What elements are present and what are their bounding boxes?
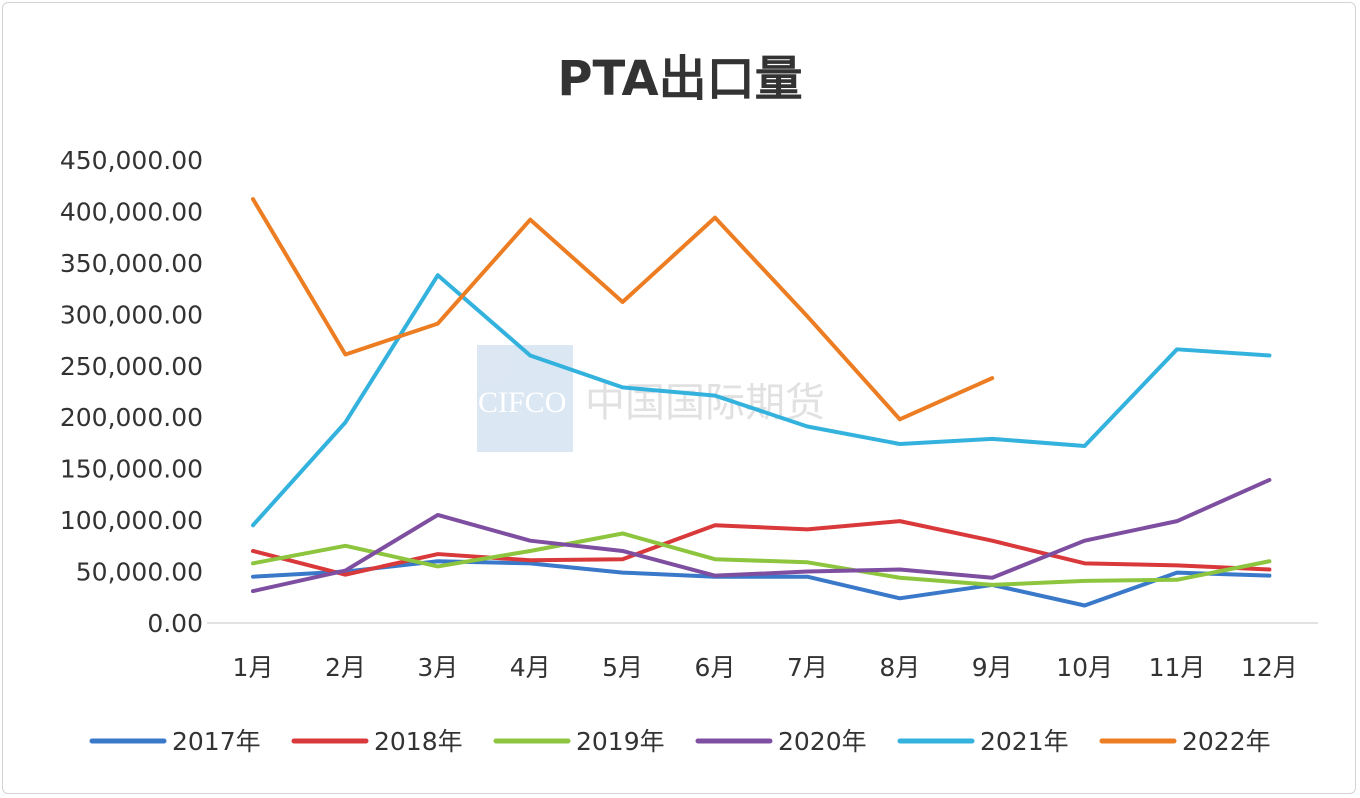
legend-item: 2022年 xyxy=(1099,727,1271,756)
legend-item: 2020年 xyxy=(695,727,867,756)
x-tick-label: 12月 xyxy=(1241,653,1298,682)
legend-label: 2018年 xyxy=(374,727,463,756)
y-tick-label: 200,000.00 xyxy=(60,403,203,432)
x-tick-label: 9月 xyxy=(972,653,1013,682)
svg-text:CIFCO: CIFCO xyxy=(478,386,566,419)
x-tick-label: 1月 xyxy=(233,653,274,682)
x-tick-label: 11月 xyxy=(1149,653,1206,682)
y-tick-label: 300,000.00 xyxy=(60,300,203,329)
x-tick-label: 6月 xyxy=(695,653,736,682)
y-tick-label: 450,000.00 xyxy=(60,146,203,175)
x-tick-label: 8月 xyxy=(879,653,920,682)
y-tick-label: 400,000.00 xyxy=(60,197,203,226)
series-line-2022年 xyxy=(251,197,995,422)
legend-item: 2021年 xyxy=(897,727,1069,756)
series-line-2019年 xyxy=(251,531,1272,587)
legend-item: 2019年 xyxy=(493,727,665,756)
y-tick-label: 50,000.00 xyxy=(76,558,203,587)
chart-title: PTA出口量 xyxy=(557,51,802,107)
x-tick-label: 5月 xyxy=(602,653,643,682)
legend-label: 2021年 xyxy=(980,727,1069,756)
series-line-2017年 xyxy=(251,559,1272,608)
y-tick-label: 250,000.00 xyxy=(60,352,203,381)
x-tick-label: 2月 xyxy=(325,653,366,682)
legend-label: 2017年 xyxy=(172,727,261,756)
x-tick-label: 10月 xyxy=(1056,653,1113,682)
legend-item: 2018年 xyxy=(291,727,463,756)
legend-label: 2020年 xyxy=(778,727,867,756)
series-line-2018年 xyxy=(251,519,1272,577)
series-line-2020年 xyxy=(251,477,1272,594)
y-tick-label: 150,000.00 xyxy=(60,455,203,484)
legend-item: 2017年 xyxy=(89,727,261,756)
legend-label: 2019年 xyxy=(576,727,665,756)
x-tick-label: 7月 xyxy=(787,653,828,682)
y-tick-label: 350,000.00 xyxy=(60,249,203,278)
y-tick-label: 100,000.00 xyxy=(60,506,203,535)
series-line-2021年 xyxy=(251,273,1272,528)
y-tick-label: 0.00 xyxy=(147,609,203,638)
watermark-logo: CIFCO 中国国际期货 xyxy=(477,345,825,452)
legend-label: 2022年 xyxy=(1182,727,1271,756)
x-tick-label: 3月 xyxy=(417,653,458,682)
x-tick-label: 4月 xyxy=(510,653,551,682)
